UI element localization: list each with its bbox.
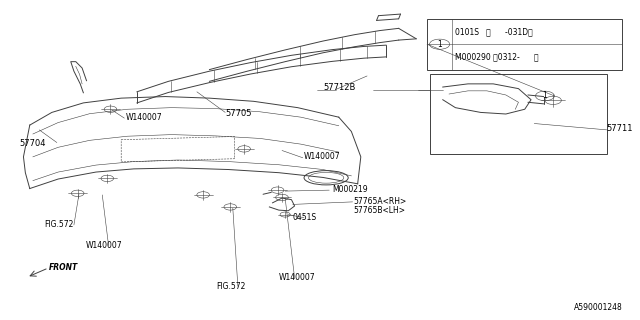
Text: FIG.572: FIG.572 bbox=[44, 220, 74, 228]
Bar bbox=[427, 19, 623, 69]
Text: 57705: 57705 bbox=[225, 108, 252, 117]
Text: 57711: 57711 bbox=[607, 124, 633, 133]
Text: 57704: 57704 bbox=[19, 139, 45, 148]
Text: W140007: W140007 bbox=[85, 241, 122, 250]
Text: A590001248: A590001248 bbox=[573, 303, 623, 312]
Text: W140007: W140007 bbox=[125, 113, 162, 122]
Text: 1: 1 bbox=[437, 40, 442, 49]
Text: 57765B<LH>: 57765B<LH> bbox=[353, 206, 405, 215]
Text: W140007: W140007 bbox=[279, 273, 316, 282]
Text: 57712B: 57712B bbox=[323, 83, 355, 92]
Text: W140007: W140007 bbox=[304, 152, 340, 161]
Text: FRONT: FRONT bbox=[49, 263, 78, 272]
Text: M000219: M000219 bbox=[332, 185, 367, 194]
Text: 0451S: 0451S bbox=[292, 213, 317, 222]
Text: 0101S   〈      -031D〉: 0101S 〈 -031D〉 bbox=[456, 27, 533, 36]
Bar bbox=[430, 74, 607, 154]
Text: 1: 1 bbox=[543, 92, 547, 100]
Text: FIG.572: FIG.572 bbox=[216, 282, 245, 292]
Text: M000290 〈0312-      〉: M000290 〈0312- 〉 bbox=[456, 52, 539, 61]
Text: 57765A<RH>: 57765A<RH> bbox=[353, 197, 406, 206]
